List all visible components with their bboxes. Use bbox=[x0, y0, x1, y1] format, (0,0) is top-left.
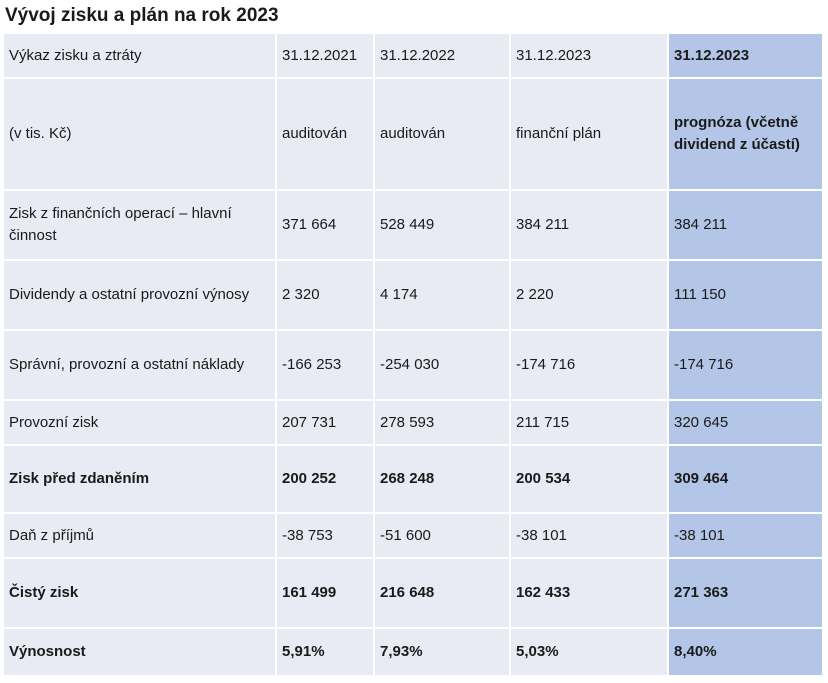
row-value: 216 648 bbox=[374, 558, 511, 629]
row-value: -51 600 bbox=[374, 513, 511, 559]
row-value: 5,91% bbox=[276, 628, 375, 677]
header-cell: Výkaz zisku a ztráty bbox=[4, 34, 277, 79]
table-row: Dividendy a ostatní provozní výnosy 2 32… bbox=[4, 260, 822, 331]
row-value: 268 248 bbox=[374, 445, 511, 514]
row-value: 4 174 bbox=[374, 260, 511, 331]
header-row-status: (v tis. Kč) auditován auditován finanční… bbox=[4, 78, 822, 191]
header-row-dates: Výkaz zisku a ztráty 31.12.2021 31.12.20… bbox=[4, 34, 822, 79]
row-value: 2 220 bbox=[510, 260, 669, 331]
row-label: Provozní zisk bbox=[4, 400, 277, 446]
profit-loss-table: Výkaz zisku a ztráty 31.12.2021 31.12.20… bbox=[4, 34, 822, 677]
row-value: -166 253 bbox=[276, 330, 375, 401]
row-value: 371 664 bbox=[276, 190, 375, 261]
row-value-highlight: -174 716 bbox=[668, 330, 822, 401]
row-value: 2 320 bbox=[276, 260, 375, 331]
row-value: 528 449 bbox=[374, 190, 511, 261]
row-label: Výnosnost bbox=[4, 628, 277, 677]
table-row: Zisk před zdaněním 200 252 268 248 200 5… bbox=[4, 445, 822, 514]
header-cell: auditován bbox=[374, 78, 511, 191]
row-label: Čistý zisk bbox=[4, 558, 277, 629]
header-cell: auditován bbox=[276, 78, 375, 191]
header-cell-highlight: prognóza (včetně dividend z účastí) bbox=[668, 78, 822, 191]
row-value: 278 593 bbox=[374, 400, 511, 446]
row-value: 384 211 bbox=[510, 190, 669, 261]
row-value: 7,93% bbox=[374, 628, 511, 677]
table-row: Správní, provozní a ostatní náklady -166… bbox=[4, 330, 822, 401]
row-label: Zisk před zdaněním bbox=[4, 445, 277, 514]
row-label: Zisk z finančních operací – hlavní činno… bbox=[4, 190, 277, 261]
table-row: Výnosnost 5,91% 7,93% 5,03% 8,40% bbox=[4, 628, 822, 677]
header-cell-highlight: 31.12.2023 bbox=[668, 34, 822, 79]
row-value: 200 252 bbox=[276, 445, 375, 514]
page-title: Vývoj zisku a plán na rok 2023 bbox=[5, 5, 279, 26]
table-row: Zisk z finančních operací – hlavní činno… bbox=[4, 190, 822, 261]
row-value-highlight: 111 150 bbox=[668, 260, 822, 331]
header-cell: finanční plán bbox=[510, 78, 669, 191]
row-value: 207 731 bbox=[276, 400, 375, 446]
row-label: Správní, provozní a ostatní náklady bbox=[4, 330, 277, 401]
table-row: Čistý zisk 161 499 216 648 162 433 271 3… bbox=[4, 558, 822, 629]
header-cell: 31.12.2022 bbox=[374, 34, 511, 79]
row-value-highlight: 384 211 bbox=[668, 190, 822, 261]
row-value: -38 753 bbox=[276, 513, 375, 559]
row-value: -38 101 bbox=[510, 513, 669, 559]
row-value: 211 715 bbox=[510, 400, 669, 446]
row-value: 200 534 bbox=[510, 445, 669, 514]
row-value: 5,03% bbox=[510, 628, 669, 677]
row-value: 161 499 bbox=[276, 558, 375, 629]
header-cell: 31.12.2023 bbox=[510, 34, 669, 79]
table-row: Provozní zisk 207 731 278 593 211 715 32… bbox=[4, 400, 822, 446]
row-label: Daň z příjmů bbox=[4, 513, 277, 559]
row-value-highlight: -38 101 bbox=[668, 513, 822, 559]
table-row: Daň z příjmů -38 753 -51 600 -38 101 -38… bbox=[4, 513, 822, 559]
row-value: -254 030 bbox=[374, 330, 511, 401]
header-cell: (v tis. Kč) bbox=[4, 78, 277, 191]
row-value-highlight: 271 363 bbox=[668, 558, 822, 629]
row-label: Dividendy a ostatní provozní výnosy bbox=[4, 260, 277, 331]
row-value-highlight: 309 464 bbox=[668, 445, 822, 514]
header-cell: 31.12.2021 bbox=[276, 34, 375, 79]
row-value: 162 433 bbox=[510, 558, 669, 629]
row-value-highlight: 8,40% bbox=[668, 628, 822, 677]
row-value: -174 716 bbox=[510, 330, 669, 401]
row-value-highlight: 320 645 bbox=[668, 400, 822, 446]
